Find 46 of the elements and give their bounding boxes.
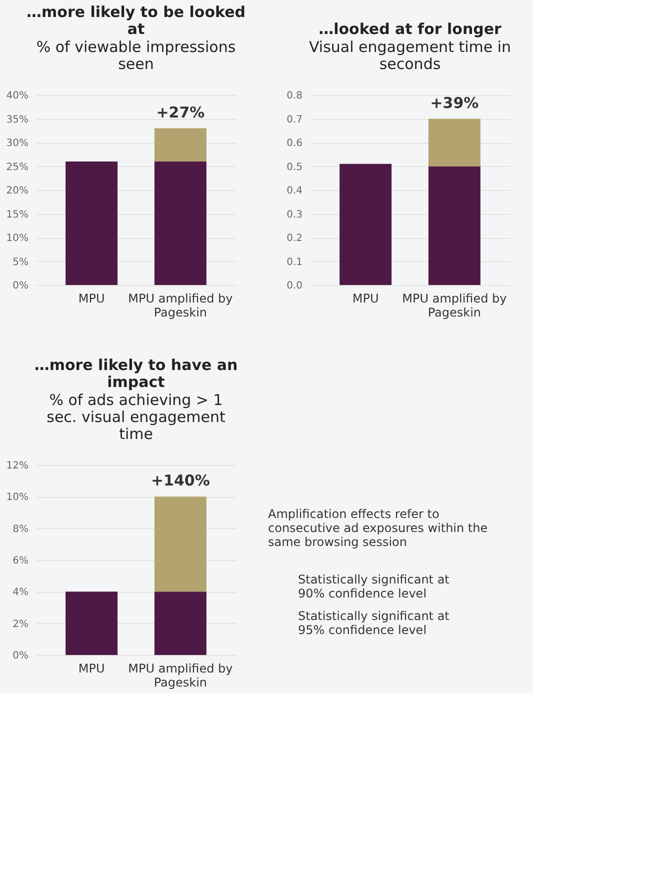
chart-title: …more likely to have an impact bbox=[34, 356, 238, 391]
bar bbox=[428, 118, 480, 166]
y-tick-label: 30% bbox=[6, 138, 28, 149]
x-tick-label: MPU amplified by Pageskin bbox=[402, 292, 507, 320]
y-tick-label: 15% bbox=[6, 209, 28, 220]
x-tick-label: MPU amplified by Pageskin bbox=[128, 662, 233, 690]
y-tick-label: 0.5 bbox=[286, 162, 302, 173]
y-tick-label: 0.2 bbox=[286, 233, 302, 244]
y-tick-label: 40% bbox=[6, 90, 28, 102]
chart-subtitle: % of viewable impressions seen bbox=[36, 38, 236, 73]
y-tick-label: 0.3 bbox=[286, 209, 302, 220]
y-tick-label: 4% bbox=[12, 587, 28, 598]
y-tick-label: 12% bbox=[6, 460, 28, 472]
y-tick-label: 0% bbox=[12, 650, 28, 662]
y-tick-label: 35% bbox=[6, 114, 28, 126]
annotation: +140% bbox=[150, 472, 210, 490]
y-tick-label: 0.4 bbox=[286, 186, 302, 196]
y-tick-label: 2% bbox=[12, 618, 28, 630]
x-tick-label: MPU bbox=[78, 662, 105, 676]
x-tick-label: MPU amplified by Pageskin bbox=[128, 292, 233, 320]
y-tick-label: 0.8 bbox=[286, 90, 302, 102]
annotation: +27% bbox=[156, 103, 205, 122]
text: Statistically significant at 95% confidence level bbox=[298, 609, 450, 638]
y-tick-label: 25% bbox=[6, 162, 28, 173]
y-tick-label: 0.7 bbox=[286, 114, 302, 126]
x-tick-label: MPU bbox=[78, 292, 105, 306]
text: Amplification effects refer to consecutive ad exposures within the same browsing session bbox=[268, 506, 488, 549]
y-tick-label: 0.6 bbox=[286, 138, 302, 149]
bar bbox=[340, 164, 392, 285]
y-tick-label: 0% bbox=[12, 280, 28, 292]
chart-subtitle: % of ads achieving > 1 sec. visual engagement time bbox=[46, 391, 226, 443]
y-tick-label: 8% bbox=[12, 524, 28, 535]
y-tick-label: 10% bbox=[6, 492, 28, 504]
y-tick-label: 20% bbox=[6, 186, 28, 196]
x-tick-label: MPU bbox=[352, 292, 379, 306]
bar bbox=[428, 166, 480, 285]
chart-title: …looked at for longer bbox=[318, 20, 502, 38]
text: Statistically significant at 90% confidence level bbox=[298, 572, 450, 601]
y-tick-label: 0.1 bbox=[286, 256, 302, 268]
chart-subtitle: Visual engagement time in seconds bbox=[308, 38, 512, 73]
y-tick-label: 0.0 bbox=[286, 280, 302, 292]
chart-title: …more likely to be looked at bbox=[26, 3, 246, 38]
annotation: +39% bbox=[430, 94, 479, 112]
y-tick-label: 10% bbox=[6, 233, 28, 244]
y-tick-label: 6% bbox=[12, 556, 28, 566]
y-tick-label: 5% bbox=[12, 256, 28, 268]
